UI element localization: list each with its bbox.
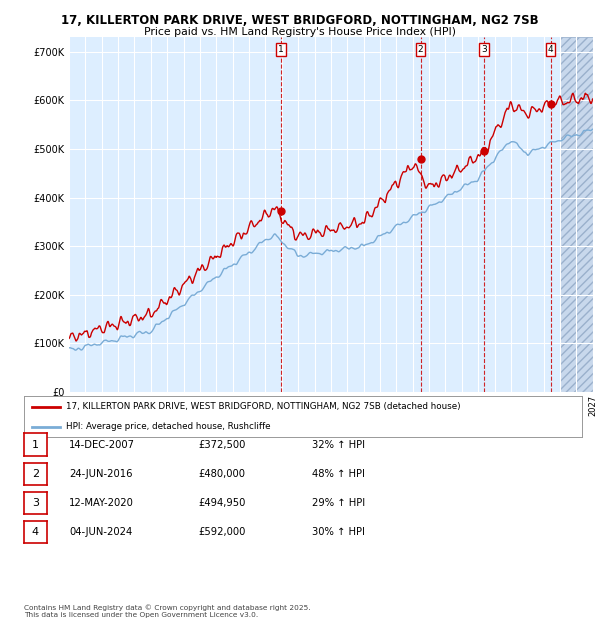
Text: 32% ↑ HPI: 32% ↑ HPI — [312, 440, 365, 450]
Text: 17, KILLERTON PARK DRIVE, WEST BRIDGFORD, NOTTINGHAM, NG2 7SB: 17, KILLERTON PARK DRIVE, WEST BRIDGFORD… — [61, 14, 539, 27]
Text: 14-DEC-2007: 14-DEC-2007 — [69, 440, 135, 450]
Text: £372,500: £372,500 — [198, 440, 245, 450]
Text: 4: 4 — [32, 527, 39, 537]
Text: 12-MAY-2020: 12-MAY-2020 — [69, 498, 134, 508]
Text: 3: 3 — [32, 498, 39, 508]
Text: 48% ↑ HPI: 48% ↑ HPI — [312, 469, 365, 479]
Text: 29% ↑ HPI: 29% ↑ HPI — [312, 498, 365, 508]
Text: 04-JUN-2024: 04-JUN-2024 — [69, 527, 132, 537]
Text: 2: 2 — [418, 45, 424, 54]
Text: 4: 4 — [548, 45, 553, 54]
Text: HPI: Average price, detached house, Rushcliffe: HPI: Average price, detached house, Rush… — [66, 422, 271, 432]
Text: 1: 1 — [32, 440, 39, 450]
Text: 24-JUN-2016: 24-JUN-2016 — [69, 469, 133, 479]
Text: 2: 2 — [32, 469, 39, 479]
Text: 17, KILLERTON PARK DRIVE, WEST BRIDGFORD, NOTTINGHAM, NG2 7SB (detached house): 17, KILLERTON PARK DRIVE, WEST BRIDGFORD… — [66, 402, 460, 411]
Text: £480,000: £480,000 — [198, 469, 245, 479]
Text: £592,000: £592,000 — [198, 527, 245, 537]
Text: 30% ↑ HPI: 30% ↑ HPI — [312, 527, 365, 537]
Text: 1: 1 — [278, 45, 284, 54]
Text: Price paid vs. HM Land Registry's House Price Index (HPI): Price paid vs. HM Land Registry's House … — [144, 27, 456, 37]
Text: £494,950: £494,950 — [198, 498, 245, 508]
Text: Contains HM Land Registry data © Crown copyright and database right 2025.
This d: Contains HM Land Registry data © Crown c… — [24, 604, 311, 618]
Text: 3: 3 — [481, 45, 487, 54]
